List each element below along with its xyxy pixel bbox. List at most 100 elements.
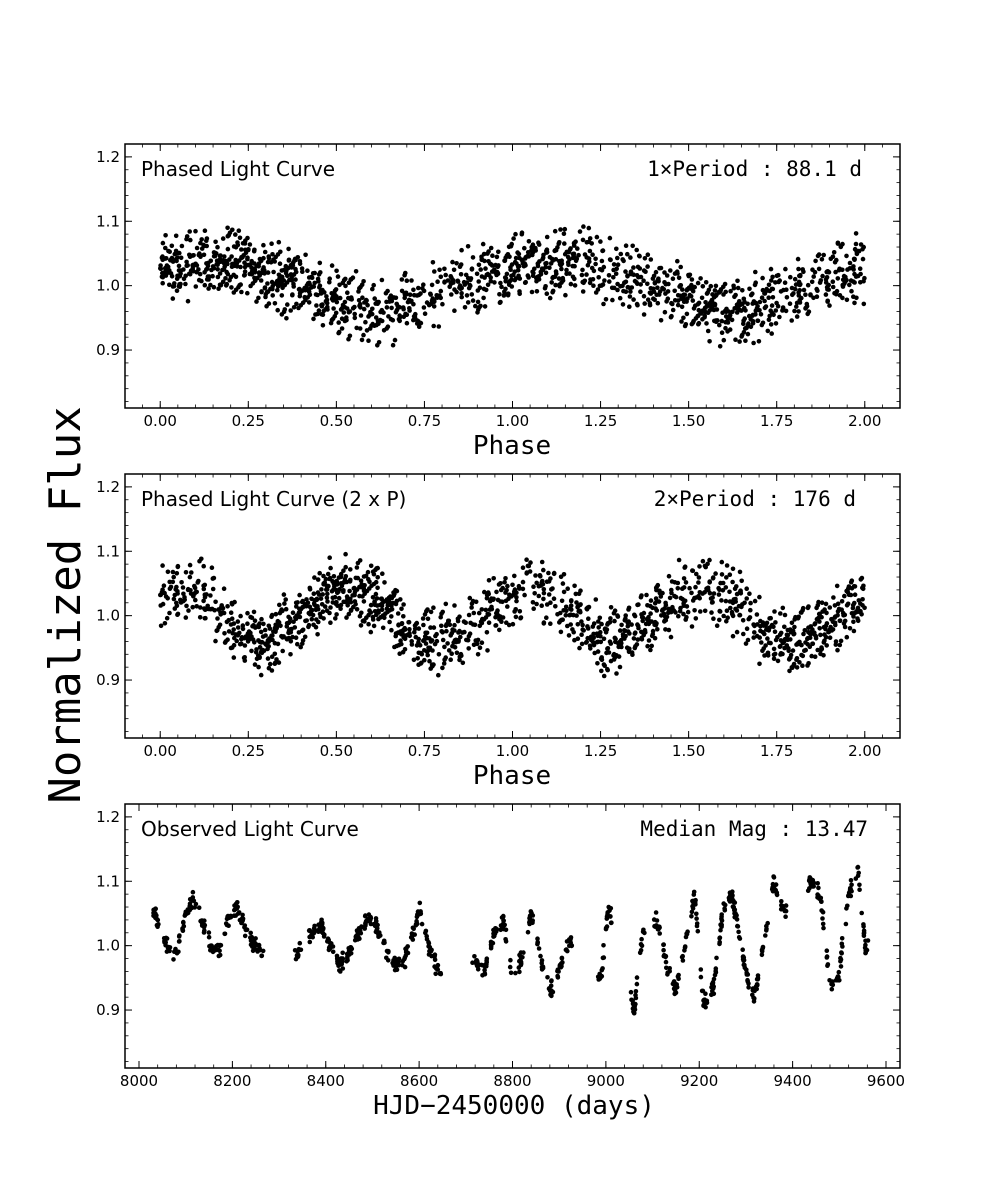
data-point — [209, 606, 215, 612]
data-point — [480, 973, 485, 978]
data-point — [634, 975, 640, 980]
data-point — [670, 607, 675, 612]
data-point — [429, 662, 435, 667]
data-point — [812, 654, 818, 659]
data-point — [477, 285, 483, 291]
data-point — [548, 576, 553, 581]
data-point — [355, 929, 360, 934]
data-point — [572, 283, 578, 288]
data-point — [341, 310, 347, 315]
data-point — [252, 640, 257, 645]
data-point — [204, 267, 209, 272]
data-point — [806, 309, 812, 315]
data-point — [303, 252, 308, 258]
data-point — [663, 627, 668, 632]
data-point — [851, 619, 856, 625]
data-point — [261, 242, 266, 248]
data-point — [732, 586, 738, 591]
data-point — [160, 240, 166, 246]
data-point — [569, 607, 574, 612]
data-point — [796, 279, 802, 285]
data-point — [289, 626, 294, 632]
data-point — [517, 291, 522, 297]
data-point — [164, 263, 170, 268]
data-point — [521, 950, 526, 955]
data-point — [601, 955, 607, 960]
data-point — [745, 637, 751, 643]
data-point — [177, 250, 182, 256]
data-point — [661, 287, 667, 292]
data-point — [440, 630, 445, 635]
data-point — [733, 337, 738, 343]
data-point — [829, 981, 835, 987]
data-point — [228, 610, 234, 615]
data-point — [296, 630, 302, 635]
data-point — [768, 640, 773, 646]
data-point — [717, 344, 723, 349]
data-point — [450, 259, 455, 265]
data-point — [714, 623, 720, 628]
data-point — [833, 639, 839, 644]
data-point — [213, 239, 218, 245]
data-point — [639, 629, 644, 635]
data-point — [676, 613, 681, 619]
data-point — [386, 314, 391, 319]
data-point — [175, 564, 181, 570]
data-point — [590, 252, 595, 257]
data-point — [176, 939, 182, 944]
data-point — [461, 279, 467, 285]
data-point — [579, 272, 585, 278]
data-point — [276, 272, 282, 278]
data-point — [611, 275, 616, 280]
data-point — [522, 256, 528, 261]
data-point — [325, 571, 331, 577]
x-tick-label: 0.75 — [408, 412, 441, 430]
data-point — [215, 244, 220, 250]
data-point — [282, 601, 287, 606]
data-point — [391, 295, 397, 300]
data-point — [622, 618, 628, 623]
data-point — [853, 241, 859, 247]
data-point — [371, 282, 377, 288]
data-point — [801, 631, 806, 637]
data-point — [703, 991, 708, 996]
y-tick-label: 1.1 — [96, 872, 120, 890]
data-point — [682, 948, 687, 953]
data-point — [413, 311, 418, 317]
data-point — [305, 600, 311, 606]
data-point — [213, 250, 218, 256]
data-point — [839, 950, 844, 955]
data-point — [820, 916, 825, 921]
data-point — [426, 941, 432, 946]
data-point — [312, 927, 317, 932]
data-point — [837, 293, 843, 298]
data-point — [341, 568, 346, 573]
data-point — [836, 969, 842, 975]
data-point — [824, 643, 829, 648]
data-point — [513, 607, 518, 612]
data-point — [800, 608, 805, 613]
data-point — [718, 288, 723, 294]
data-point — [856, 870, 861, 876]
data-point — [543, 261, 548, 266]
data-point — [251, 609, 257, 615]
data-point — [516, 586, 522, 591]
data-point — [753, 269, 758, 275]
data-point — [811, 295, 816, 301]
data-point — [440, 301, 445, 307]
data-point — [628, 255, 633, 260]
data-point — [310, 271, 316, 276]
data-point — [315, 577, 321, 582]
data-point — [717, 587, 722, 592]
data-point — [573, 591, 579, 597]
data-point — [858, 577, 864, 582]
data-point — [635, 302, 640, 308]
data-point — [692, 608, 697, 613]
data-point — [277, 602, 282, 608]
data-point — [741, 955, 747, 960]
data-point — [211, 575, 217, 581]
data-point — [813, 258, 818, 264]
data-point — [413, 621, 419, 627]
data-point — [422, 648, 427, 653]
data-point — [658, 265, 664, 271]
